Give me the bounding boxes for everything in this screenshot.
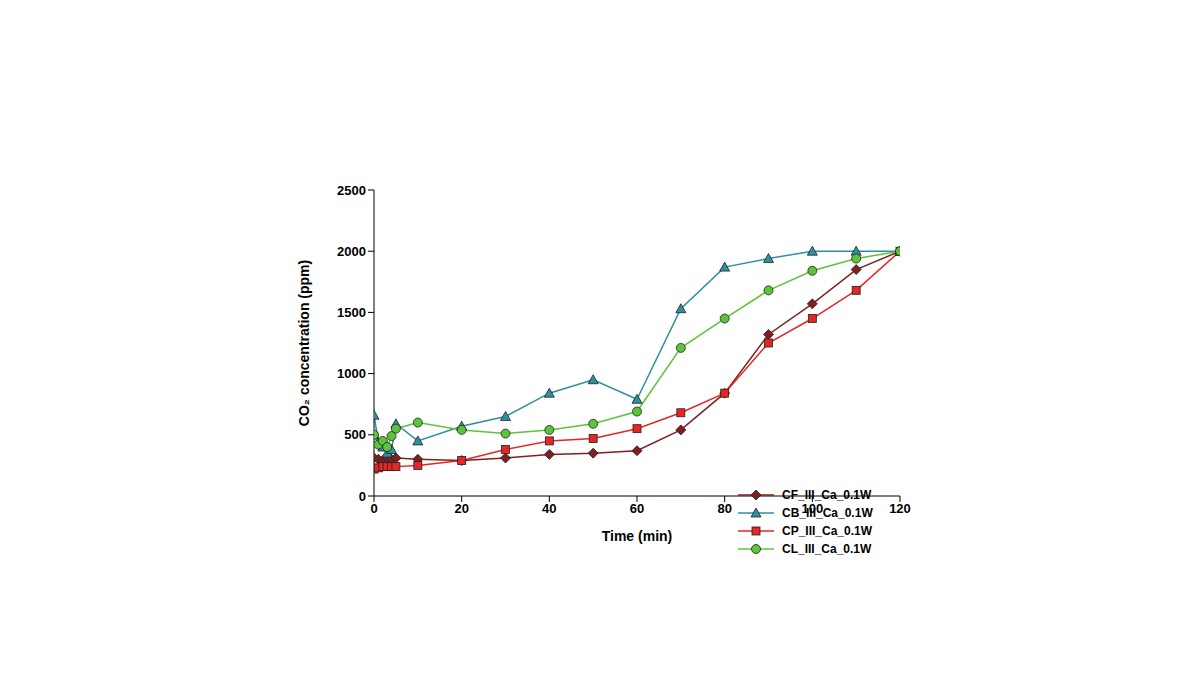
svg-text:0: 0 <box>370 501 377 516</box>
svg-text:1500: 1500 <box>337 305 366 320</box>
svg-text:Time (min): Time (min) <box>602 528 673 544</box>
svg-text:120: 120 <box>889 501 911 516</box>
svg-text:CO₂ concentration (ppm): CO₂ concentration (ppm) <box>296 260 312 426</box>
svg-text:2500: 2500 <box>337 183 366 198</box>
svg-text:60: 60 <box>630 501 644 516</box>
svg-text:80: 80 <box>717 501 731 516</box>
svg-text:500: 500 <box>344 427 366 442</box>
svg-text:1000: 1000 <box>337 366 366 381</box>
svg-text:40: 40 <box>542 501 556 516</box>
svg-text:20: 20 <box>454 501 468 516</box>
svg-text:0: 0 <box>359 489 366 504</box>
svg-text:2000: 2000 <box>337 244 366 259</box>
svg-text:100: 100 <box>801 501 823 516</box>
